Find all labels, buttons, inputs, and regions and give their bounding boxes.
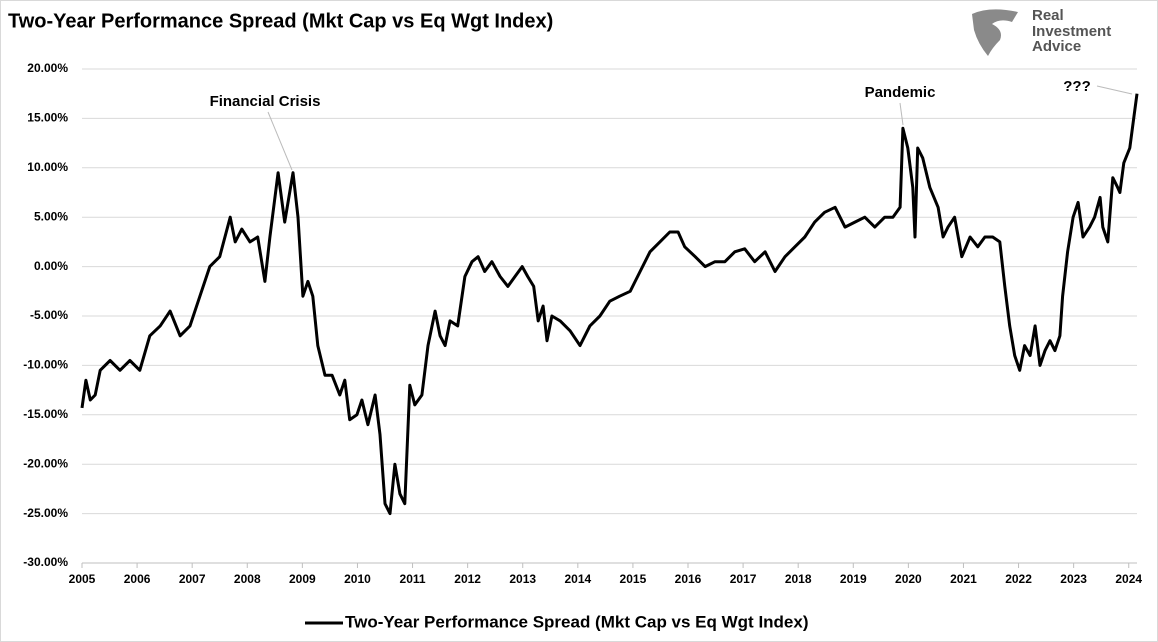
x-tick-label: 2023	[1060, 572, 1087, 586]
legend-label: Two-Year Performance Spread (Mkt Cap vs …	[345, 612, 809, 631]
x-tick-label: 2012	[454, 572, 481, 586]
annotation-leader	[267, 111, 293, 171]
data-line	[80, 93, 1139, 516]
x-tick-label: 2022	[1005, 572, 1032, 586]
x-tick-label: 2017	[730, 572, 757, 586]
x-tick-label: 2019	[840, 572, 867, 586]
y-tick-label: -5.00%	[30, 308, 68, 322]
logo-icon	[972, 9, 1018, 56]
x-tick-label: 2007	[179, 572, 206, 586]
x-tick-label: 2010	[344, 572, 371, 586]
y-tick-label: -10.00%	[23, 358, 68, 372]
y-tick-label: 20.00%	[27, 61, 68, 75]
chart-title: Two-Year Performance Spread (Mkt Cap vs …	[8, 10, 553, 32]
x-tick-label: 2018	[785, 572, 812, 586]
x-tick-label: 2020	[895, 572, 922, 586]
annotation: Pandemic	[865, 84, 936, 101]
logo: Real Investment Advice	[972, 7, 1111, 56]
annotation: ???	[1063, 78, 1091, 95]
x-tick-label: 2013	[509, 572, 536, 586]
x-tick-label: 2021	[950, 572, 977, 586]
x-tick-label: 2024	[1115, 572, 1142, 586]
annotation-leader	[899, 102, 904, 126]
x-tick-label: 2005	[69, 572, 96, 586]
legend: Two-Year Performance Spread (Mkt Cap vs …	[305, 612, 809, 631]
annotation-leader	[1096, 85, 1133, 95]
x-tick-label: 2011	[400, 572, 426, 586]
x-tick-label: 2016	[675, 572, 702, 586]
y-tick-label: 15.00%	[27, 111, 68, 125]
y-tick-label: 0.00%	[34, 259, 68, 273]
x-tick-label: 2008	[234, 572, 261, 586]
y-tick-label: -30.00%	[23, 555, 68, 569]
logo-text: Advice	[1032, 38, 1081, 55]
y-tick-label: 5.00%	[34, 209, 68, 223]
logo-text: Investment	[1032, 23, 1111, 40]
x-tick-label: 2006	[124, 572, 151, 586]
y-tick-label: -25.00%	[23, 506, 68, 520]
y-tick-label: 10.00%	[27, 160, 68, 174]
x-tick-label: 2009	[289, 572, 316, 586]
annotation: Financial Crisis	[210, 93, 321, 110]
y-tick-label: -20.00%	[23, 456, 68, 470]
x-tick-label: 2014	[564, 572, 591, 586]
logo-text: Real	[1032, 7, 1064, 24]
y-tick-label: -15.00%	[23, 407, 68, 421]
x-tick-label: 2015	[620, 572, 647, 586]
